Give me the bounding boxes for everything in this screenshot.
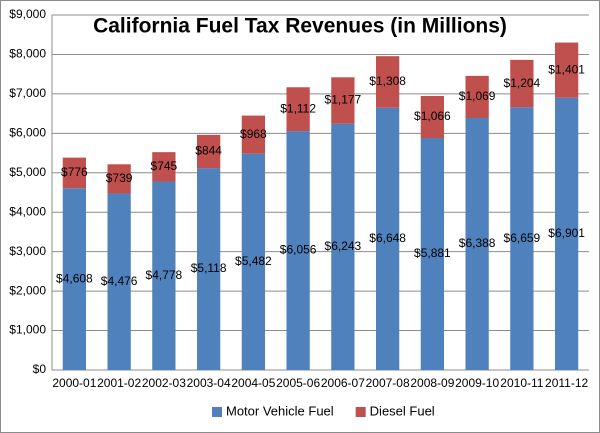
x-tick-label: 2005-06 — [276, 376, 320, 390]
legend-swatch — [212, 407, 222, 417]
data-label: $5,482 — [235, 254, 272, 268]
y-tick-label: $6,000 — [9, 126, 46, 140]
bar-segment — [375, 56, 400, 108]
bar-segment — [420, 138, 445, 370]
bar-segment — [554, 97, 579, 371]
data-label: $739 — [106, 171, 133, 185]
data-label: $776 — [61, 165, 88, 179]
y-tick-label: $5,000 — [9, 165, 46, 179]
bar-segment — [420, 95, 445, 139]
data-label: $745 — [151, 159, 178, 173]
bar-segment — [331, 123, 355, 370]
legend-label: Diesel Fuel — [370, 403, 435, 418]
bar-segment — [62, 188, 87, 370]
x-tick-label: 2007-08 — [366, 376, 410, 390]
y-tick-label: $2,000 — [9, 283, 46, 297]
data-label: $844 — [195, 144, 222, 158]
data-label: $5,881 — [414, 246, 451, 260]
data-label: $6,659 — [504, 231, 541, 245]
x-tick-label: 2003-04 — [187, 376, 231, 390]
bar-segment — [375, 107, 400, 371]
bar-segment — [107, 193, 131, 370]
y-tick-label: $8,000 — [9, 47, 46, 61]
chart-title: California Fuel Tax Revenues (in Million… — [93, 15, 507, 38]
data-label: $1,069 — [459, 89, 496, 103]
bar-segment — [554, 42, 579, 98]
bar-segment — [62, 157, 87, 189]
data-label: $4,476 — [101, 274, 138, 288]
y-tick-label: $4,000 — [9, 204, 46, 218]
bar-segment — [286, 131, 310, 370]
x-tick-label: 2001-02 — [97, 376, 141, 390]
data-label: $4,778 — [146, 268, 183, 282]
data-label: $1,066 — [414, 109, 451, 123]
x-tick-label: 2006-07 — [321, 376, 365, 390]
legend-label: Motor Vehicle Fuel — [226, 403, 334, 418]
x-tick-label: 2004-05 — [231, 376, 275, 390]
data-label: $6,388 — [459, 236, 496, 250]
x-tick-label: 2010-11 — [500, 376, 543, 390]
y-tick-label: $3,000 — [9, 244, 46, 258]
y-tick-label: $0 — [33, 362, 47, 376]
data-label: $1,401 — [548, 62, 585, 76]
data-label: $6,648 — [369, 231, 406, 245]
y-tick-label: $1,000 — [9, 323, 46, 337]
bar-segment — [107, 164, 131, 194]
bar-segment — [465, 75, 489, 119]
data-label: $1,204 — [504, 76, 541, 90]
bar-segment — [152, 181, 176, 370]
bar-segment — [241, 115, 266, 154]
data-label: $1,177 — [325, 93, 362, 107]
bar-segment — [152, 152, 176, 182]
bar-segment — [196, 168, 221, 370]
x-tick-label: 2002-03 — [142, 376, 186, 390]
y-tick-label: $7,000 — [9, 86, 46, 100]
bar-segment — [241, 153, 266, 370]
bar-segment — [465, 118, 489, 370]
data-label: $6,243 — [325, 239, 362, 253]
data-label: $4,608 — [56, 271, 93, 285]
bar-segment — [331, 77, 355, 124]
y-tick-label: $9,000 — [9, 7, 46, 21]
legend-swatch — [355, 407, 366, 417]
data-label: $968 — [240, 127, 267, 141]
x-tick-label: 2008-09 — [410, 376, 454, 390]
x-tick-label: 2009-10 — [455, 376, 499, 390]
data-label: $5,118 — [191, 261, 227, 275]
bar-segment — [196, 134, 221, 169]
bar-segment — [510, 107, 534, 370]
data-label: $1,308 — [369, 74, 406, 88]
data-label: $1,112 — [280, 101, 316, 115]
data-label: $6,901 — [548, 226, 585, 240]
x-tick-label: 2011-12 — [545, 376, 588, 390]
x-tick-label: 2000-01 — [52, 376, 96, 390]
bar-segment — [510, 59, 534, 108]
data-label: $6,056 — [280, 243, 317, 257]
bar-segment — [286, 87, 310, 132]
